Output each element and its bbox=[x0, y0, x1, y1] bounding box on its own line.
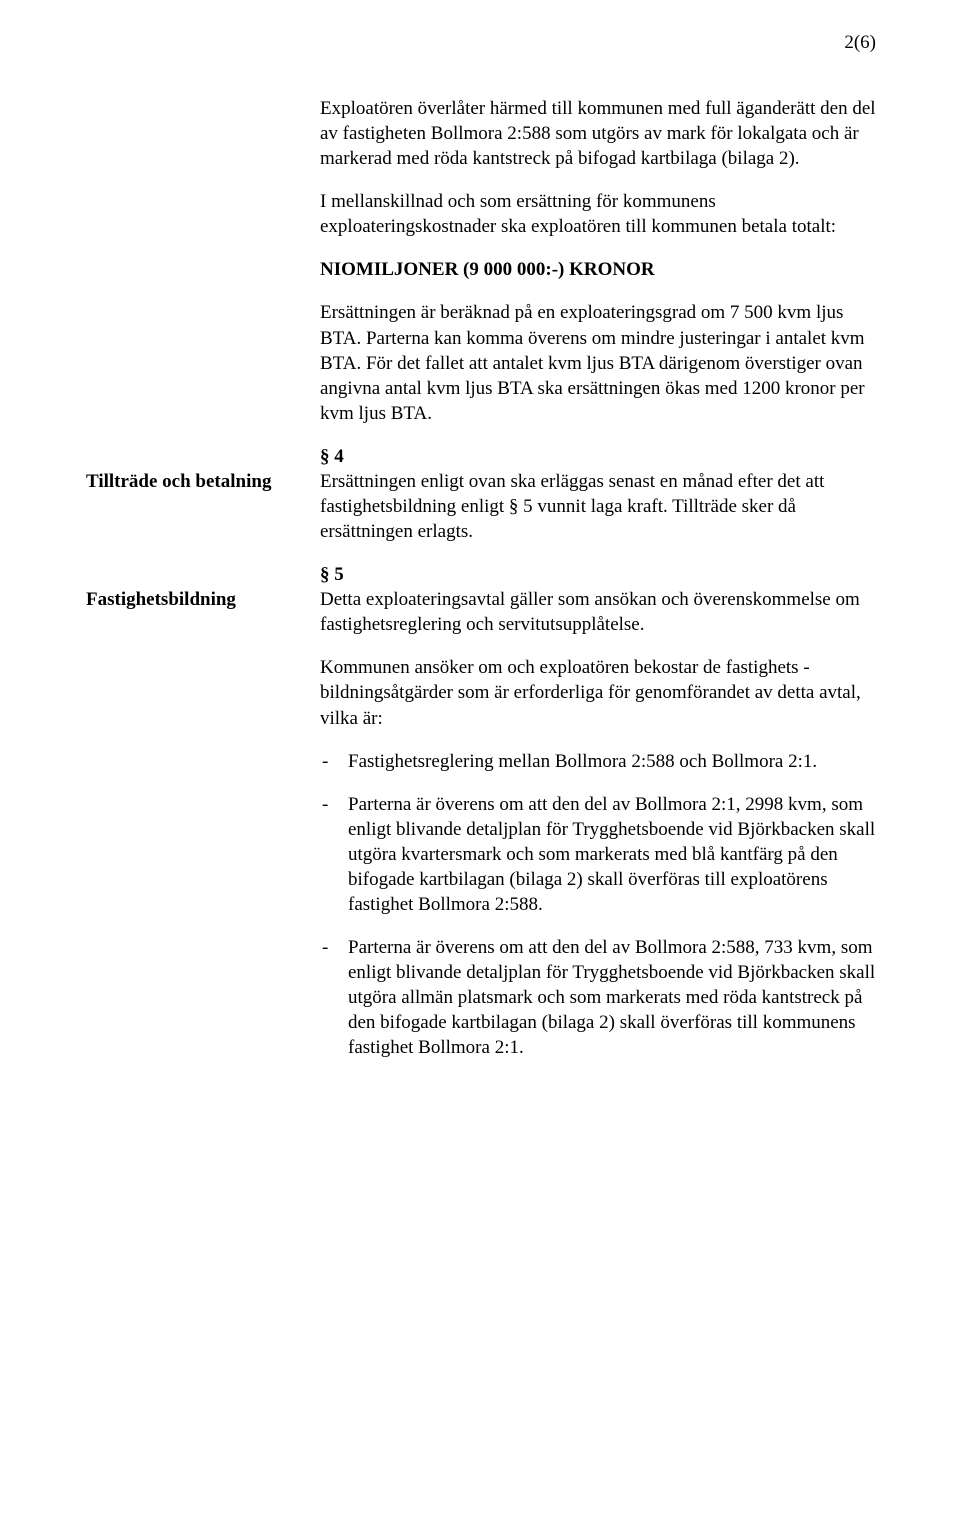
section-5-text: § 5 Detta exploateringsavtal gäller som … bbox=[320, 562, 876, 1060]
page-number: 2(6) bbox=[844, 32, 876, 54]
intro-amount: NIOMILJONER (9 000 000:-) KRONOR bbox=[320, 257, 876, 282]
section-4-label-text: Tillträde och betalning bbox=[86, 471, 271, 492]
intro-p2: I mellanskillnad och som ersättning för … bbox=[320, 189, 876, 239]
section-5-label-text: Fastighetsbildning bbox=[86, 589, 236, 610]
section-4-text: § 4 Ersättningen enligt ovan ska erlägga… bbox=[320, 444, 876, 544]
section-5-item-2: Parterna är överens om att den del av Bo… bbox=[320, 792, 876, 917]
document-page: 2(6) Exploatören överlåter härmed till k… bbox=[0, 0, 960, 1517]
intro-p3: Ersättningen är beräknad på en exploater… bbox=[320, 300, 876, 425]
section-5-block: Fastighetsbildning § 5 Detta exploaterin… bbox=[86, 562, 876, 1060]
section-4-label: Tillträde och betalning bbox=[86, 444, 320, 495]
section-4-mark: § 4 bbox=[320, 446, 344, 467]
section-5-mark: § 5 bbox=[320, 564, 344, 585]
intro-block: Exploatören överlåter härmed till kommun… bbox=[86, 96, 876, 426]
section-5-item-3: Parterna är överens om att den del av Bo… bbox=[320, 935, 876, 1060]
intro-text: Exploatören överlåter härmed till kommun… bbox=[320, 96, 876, 426]
section-5-label: Fastighetsbildning bbox=[86, 562, 320, 613]
section-5-p2: Kommunen ansöker om och exploatören beko… bbox=[320, 655, 876, 730]
section-4-block: Tillträde och betalning § 4 Ersättningen… bbox=[86, 444, 876, 544]
section-5-p1: Detta exploateringsavtal gäller som ansö… bbox=[320, 589, 860, 635]
section-5-item-1: Fastighetsreglering mellan Bollmora 2:58… bbox=[320, 749, 876, 774]
section-4-body: Ersättningen enligt ovan ska erläggas se… bbox=[320, 471, 824, 542]
intro-p1: Exploatören överlåter härmed till kommun… bbox=[320, 96, 876, 171]
section-5-list: Fastighetsreglering mellan Bollmora 2:58… bbox=[320, 749, 876, 1061]
